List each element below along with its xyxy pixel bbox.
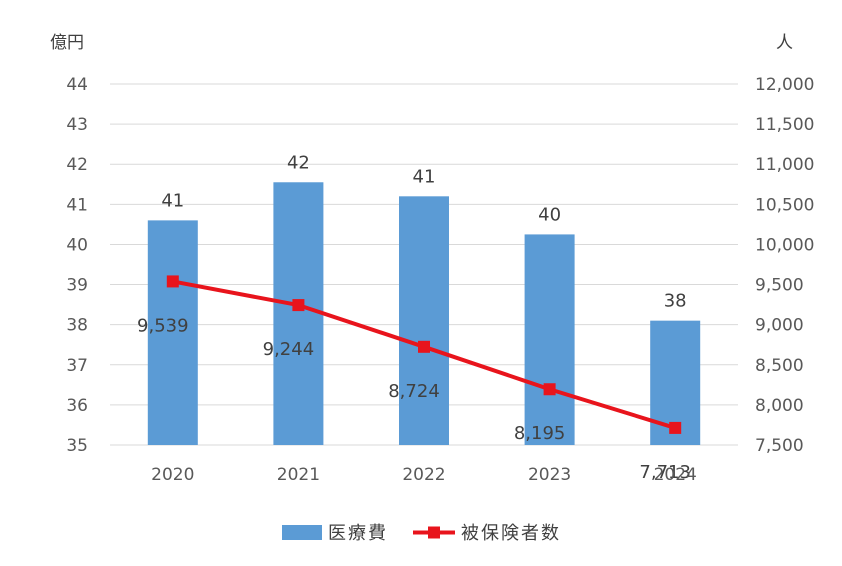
- right-tick-label: 8,500: [755, 356, 804, 376]
- line-data-label: 9,244: [263, 339, 315, 360]
- legend-swatch-marker: [428, 526, 440, 539]
- x-tick-label: 2024: [654, 465, 697, 485]
- legend-label-line: 被保険者数: [461, 523, 561, 544]
- line-series: [166, 275, 682, 434]
- right-tick-label: 7,500: [755, 436, 804, 456]
- left-tick-label: 41: [66, 195, 88, 215]
- bar-data-labels: 41 42 41 40 38: [161, 152, 686, 311]
- right-tick-label: 11,500: [755, 115, 814, 135]
- left-tick-label: 40: [66, 235, 88, 255]
- x-axis-ticks: 2020 2021 2022 2023 2024: [151, 465, 697, 485]
- bar-data-label: 42: [287, 152, 310, 173]
- right-axis-ticks: 7,500 8,000 8,500 9,000 9,500 10,000 10,500 11,…: [755, 75, 814, 456]
- right-tick-label: 9,500: [755, 276, 804, 296]
- bar-data-label: 38: [664, 291, 687, 312]
- legend-label-bar: 医療費: [328, 523, 388, 544]
- right-tick-label: 10,000: [755, 235, 814, 255]
- left-axis-unit: 億円: [50, 33, 84, 53]
- right-tick-label: 10,500: [755, 195, 814, 215]
- left-tick-label: 38: [66, 316, 88, 336]
- line-data-label: 7,713: [639, 462, 691, 483]
- legend: 医療費 被保険者数: [282, 523, 561, 544]
- bar-data-label: 41: [161, 190, 184, 211]
- bar-data-label: 41: [413, 166, 436, 187]
- left-tick-label: 35: [66, 436, 88, 456]
- line-point: [543, 383, 556, 396]
- bar: [524, 234, 575, 445]
- right-tick-label: 12,000: [755, 75, 814, 95]
- line-data-label: 8,195: [514, 423, 566, 444]
- line-point: [166, 275, 179, 288]
- right-tick-label: 9,000: [755, 316, 804, 336]
- line-point: [292, 299, 305, 312]
- right-axis-unit: 人: [776, 33, 793, 53]
- left-tick-label: 39: [66, 276, 88, 296]
- left-tick-label: 42: [66, 155, 88, 175]
- left-tick-label: 44: [66, 75, 88, 95]
- x-tick-label: 2021: [277, 465, 320, 485]
- line-data-labels: 9,539 9,244 8,724 8,195 7,713: [137, 315, 691, 482]
- x-tick-label: 2023: [528, 465, 571, 485]
- line-point: [669, 421, 682, 434]
- left-tick-label: 43: [66, 115, 88, 135]
- bar: [147, 220, 198, 445]
- right-tick-label: 11,000: [755, 155, 814, 175]
- bar-data-label: 40: [538, 204, 561, 225]
- bar: [399, 196, 449, 445]
- x-tick-label: 2022: [402, 465, 445, 485]
- left-axis-ticks: 35 36 37 38 39 40 41 42 43 44: [66, 75, 88, 456]
- line-point: [418, 340, 430, 353]
- line-data-label: 8,724: [388, 381, 440, 402]
- bar: [273, 182, 324, 445]
- line-data-label: 9,539: [137, 315, 189, 336]
- legend-swatch-bar: [282, 525, 322, 540]
- right-tick-label: 8,000: [755, 396, 804, 416]
- left-tick-label: 37: [66, 356, 88, 376]
- left-tick-label: 36: [66, 396, 88, 416]
- x-tick-label: 2020: [151, 465, 194, 485]
- bars: [147, 182, 701, 445]
